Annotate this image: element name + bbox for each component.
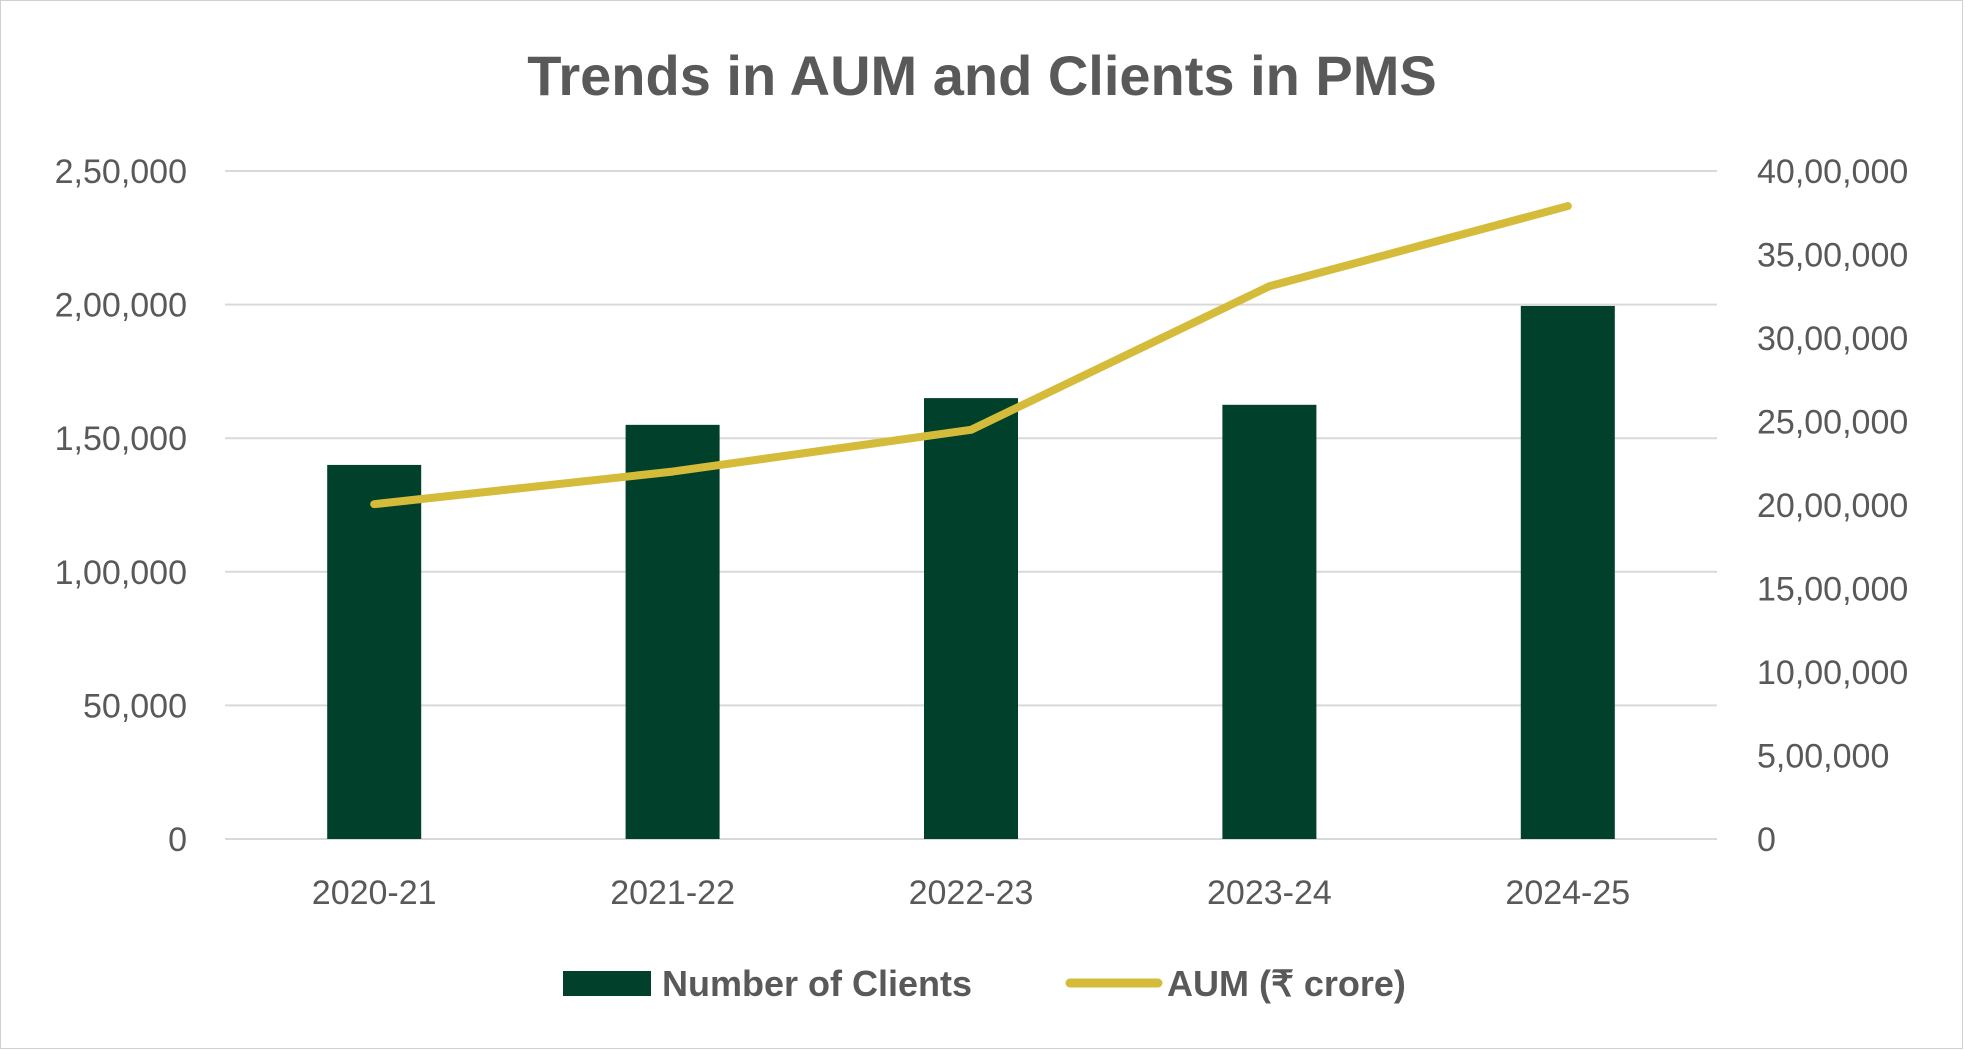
left-tick-label: 2,00,000 xyxy=(55,287,187,325)
right-tick-label: 5,00,000 xyxy=(1757,738,1889,776)
right-axis-ticks: 0 5,00,000 10,00,000 15,00,000 20,00,000 25,0… xyxy=(1757,153,1908,859)
bar xyxy=(625,424,720,839)
x-axis-ticks: 2020-21 2021-22 2022-23 2023-24 2024-25 xyxy=(312,874,1630,912)
x-tick-label: 2021-22 xyxy=(610,874,735,912)
left-tick-label: 1,50,000 xyxy=(55,420,187,458)
right-tick-label: 25,00,000 xyxy=(1757,404,1908,442)
legend-label-aum: AUM (₹ crore) xyxy=(1167,963,1406,1004)
bar xyxy=(924,398,1018,839)
right-tick-label: 30,00,000 xyxy=(1757,320,1908,358)
aum-line xyxy=(370,202,1572,509)
right-tick-label: 15,00,000 xyxy=(1757,571,1908,609)
chart-title: Trends in AUM and Clients in PMS xyxy=(527,44,1437,107)
left-tick-label: 1,00,000 xyxy=(55,554,187,592)
bar-series xyxy=(327,305,1615,839)
left-tick-label: 2,50,000 xyxy=(55,153,187,191)
bar xyxy=(1520,305,1615,839)
left-tick-label: 50,000 xyxy=(83,687,187,725)
x-tick-label: 2023-24 xyxy=(1207,874,1332,912)
left-tick-label: 0 xyxy=(168,821,187,859)
legend-swatch-clients xyxy=(563,971,651,996)
right-tick-label: 40,00,000 xyxy=(1757,153,1908,191)
x-tick-label: 2022-23 xyxy=(909,874,1034,912)
bar xyxy=(1222,404,1317,839)
right-tick-label: 20,00,000 xyxy=(1757,487,1908,525)
legend-label-clients: Number of Clients xyxy=(662,963,972,1004)
right-tick-label: 10,00,000 xyxy=(1757,654,1908,692)
left-axis-ticks: 0 50,000 1,00,000 1,50,000 2,00,000 2,50,000 xyxy=(55,153,187,859)
legend: Number of Clients AUM (₹ crore) xyxy=(563,963,1406,1004)
x-tick-label: 2024-25 xyxy=(1505,874,1630,912)
line-series xyxy=(370,202,1572,509)
right-tick-label: 35,00,000 xyxy=(1757,237,1908,275)
x-tick-label: 2020-21 xyxy=(312,874,437,912)
right-tick-label: 0 xyxy=(1757,821,1776,859)
bar xyxy=(327,464,422,839)
